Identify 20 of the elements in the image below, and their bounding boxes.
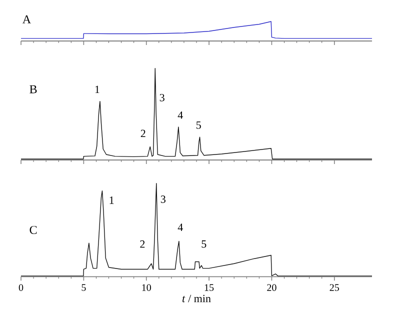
chart-title: A [22, 15, 31, 24]
x-tick-label: 25 [330, 284, 339, 291]
annotation: 3 [160, 94, 164, 102]
annotation: 5 [202, 240, 206, 248]
annotation: 4 [178, 111, 183, 119]
annotation: 1 [110, 196, 114, 204]
x-tick-label: 10 [142, 284, 151, 291]
annotation: 2 [140, 130, 146, 138]
x-tick-label: 0 [18, 284, 24, 291]
annotation: 1 [95, 86, 100, 94]
x-tick-label: 15 [204, 284, 214, 291]
annotation: 2 [140, 240, 145, 248]
x-tick-label: 5 [82, 284, 86, 291]
x-axis-title: t / min [182, 294, 211, 302]
text: B [30, 85, 37, 94]
annotation: 4 [178, 224, 183, 231]
annotation: 3 [160, 196, 166, 203]
text: C [30, 226, 37, 234]
annotation: 5 [196, 121, 201, 129]
x-tick-label: 20 [267, 284, 276, 291]
